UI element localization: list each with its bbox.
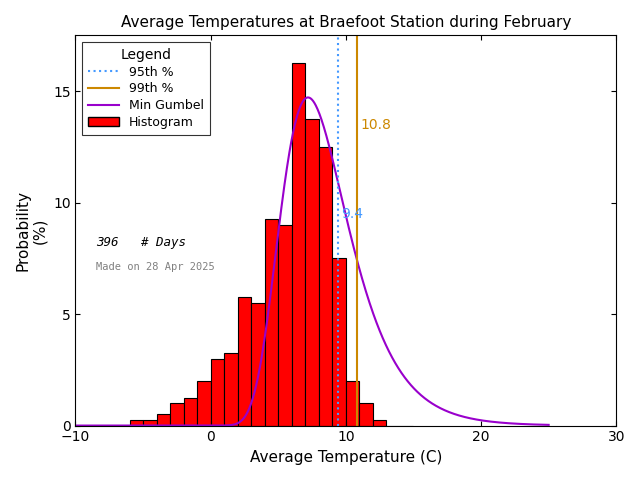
Y-axis label: Probability
(%): Probability (%) [15, 190, 47, 271]
Bar [292, 63, 305, 426]
X-axis label: Average Temperature (C): Average Temperature (C) [250, 450, 442, 465]
Bar [332, 258, 346, 426]
Bar [197, 381, 211, 426]
Bar [211, 359, 224, 426]
Bar [319, 147, 332, 426]
Text: Made on 28 Apr 2025: Made on 28 Apr 2025 [96, 262, 215, 272]
Text: 10.8: 10.8 [360, 118, 391, 132]
Bar [346, 381, 360, 426]
Bar [360, 403, 373, 426]
Bar [305, 119, 319, 426]
Bar [373, 420, 387, 426]
Bar [184, 398, 197, 426]
Bar [170, 403, 184, 426]
Bar [265, 219, 278, 426]
Bar [278, 225, 292, 426]
Bar [143, 420, 157, 426]
Bar [237, 297, 252, 426]
Bar [224, 353, 237, 426]
Text: 9.4: 9.4 [341, 207, 363, 221]
Bar [157, 414, 170, 426]
Text: 396   # Days: 396 # Days [96, 236, 186, 249]
Bar [252, 303, 265, 426]
Legend: 95th %, 99th %, Min Gumbel, Histogram: 95th %, 99th %, Min Gumbel, Histogram [82, 42, 211, 135]
Title: Average Temperatures at Braefoot Station during February: Average Temperatures at Braefoot Station… [121, 15, 571, 30]
Bar [129, 420, 143, 426]
